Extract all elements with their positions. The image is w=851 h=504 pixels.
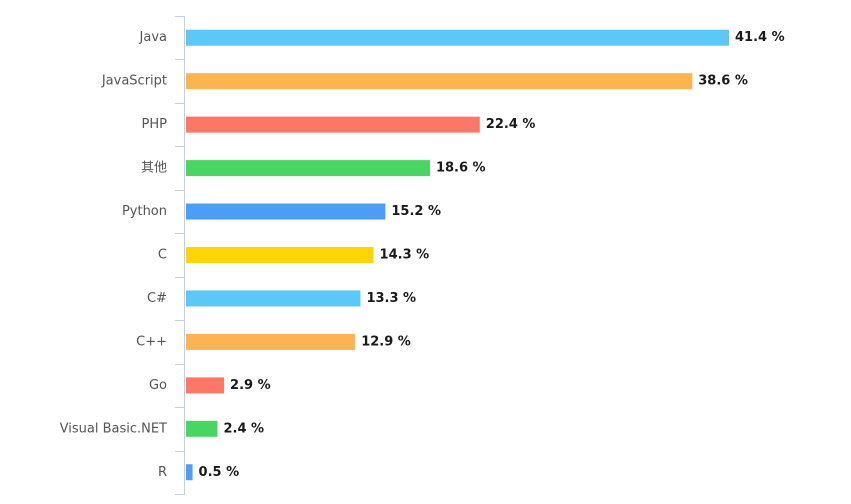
- category-label: JavaScript: [101, 74, 167, 89]
- value-label: 18.6 %: [436, 161, 486, 176]
- bar-2[interactable]: [186, 116, 480, 133]
- bar-0[interactable]: [186, 29, 729, 46]
- bar-4[interactable]: [186, 203, 386, 220]
- value-label: 13.3 %: [366, 291, 416, 306]
- category-labels: Java JavaScript PHP 其他 Python C C# C++ Go Visual …: [60, 30, 168, 480]
- category-label: PHP: [142, 117, 168, 132]
- axis-ticks: [175, 16, 185, 495]
- bar-6[interactable]: [186, 290, 361, 307]
- bar-1[interactable]: [186, 73, 693, 90]
- bar-3[interactable]: [186, 160, 430, 177]
- value-label: 2.4 %: [223, 421, 264, 436]
- bars: [186, 29, 729, 481]
- category-label: Python: [122, 204, 167, 219]
- category-label: C#: [147, 291, 167, 306]
- category-label: C++: [136, 334, 167, 349]
- bar-5[interactable]: [186, 247, 374, 263]
- value-label: 38.6 %: [698, 74, 748, 89]
- bar-7[interactable]: [186, 333, 356, 350]
- value-labels: 41.4 % 38.6 % 22.4 % 18.6 % 15.2 % 14.3 % 13.3…: [199, 30, 785, 480]
- bar-9[interactable]: [186, 420, 218, 437]
- value-label: 14.3 %: [380, 248, 430, 263]
- category-label: C: [158, 248, 167, 263]
- value-label: 22.4 %: [486, 117, 536, 132]
- category-label: R: [158, 465, 167, 480]
- bar-8[interactable]: [186, 377, 225, 394]
- value-label: 0.5 %: [199, 465, 240, 480]
- bar-10[interactable]: [186, 464, 193, 481]
- value-label: 12.9 %: [361, 334, 411, 349]
- value-label: 15.2 %: [391, 204, 441, 219]
- category-label: Java: [139, 30, 167, 45]
- value-label: 2.9 %: [230, 378, 271, 393]
- category-label: Visual Basic.NET: [60, 421, 167, 436]
- category-label: 其他: [141, 161, 167, 176]
- value-label: 41.4 %: [735, 30, 785, 45]
- category-label: Go: [149, 378, 167, 393]
